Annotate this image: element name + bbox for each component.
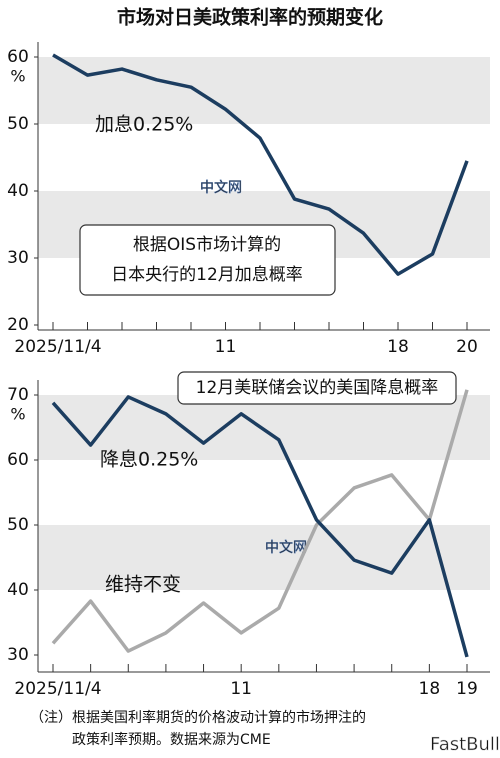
note: （注）根据美国利率期货的价格波动计算的市场押注的: [30, 709, 366, 726]
line: [52, 53, 469, 276]
y-tick-label: 40: [7, 181, 29, 201]
x-tick-label: 2025/11/4: [14, 679, 101, 699]
annotation-box: [177, 371, 457, 405]
band: [38, 525, 490, 590]
y-tick-label: 50: [7, 515, 29, 535]
unit-label: %: [10, 405, 25, 424]
x-tick-label: 2025/11/4: [14, 337, 101, 357]
annotation: 日本央行的12月加息概率: [111, 265, 303, 285]
watermark: 中文网: [200, 180, 242, 196]
y-tick-label: 20: [7, 315, 29, 335]
y-tick-label: 40: [7, 580, 29, 600]
watermark: FastBull: [430, 734, 500, 755]
annotation: 12月美联储会议的美国降息概率: [196, 378, 439, 398]
watermark: 中文网: [265, 540, 307, 556]
line: [51, 395, 469, 658]
y-tick-label: 30: [7, 645, 29, 665]
x-tick-label: 18: [387, 337, 409, 357]
series-label: 维持不变: [105, 574, 181, 596]
series-label: 降息0.25%: [100, 449, 198, 471]
line: [51, 389, 469, 653]
y-tick-label: 60: [7, 450, 29, 470]
chart-title: 市场对日美政策利率的预期变化: [117, 6, 383, 29]
x-tick-label: 19: [456, 679, 478, 699]
x-tick-label: 11: [215, 337, 237, 357]
series-label: 加息0.25%: [95, 114, 193, 136]
y-tick-label: 70: [7, 385, 29, 405]
note: 政策利率预期。数据来源为CME: [72, 731, 271, 748]
x-tick-label: 11: [230, 679, 252, 699]
y-tick-label: 30: [7, 248, 29, 268]
y-tick-label: 50: [7, 114, 29, 134]
band: [38, 57, 490, 124]
annotation-box: [79, 224, 336, 296]
annotation: 根据OIS市场计算的: [133, 235, 281, 255]
x-tick-label: 18: [419, 679, 441, 699]
y-tick-label: 60: [7, 47, 29, 67]
x-tick-label: 20: [456, 337, 478, 357]
unit-label: %: [10, 67, 25, 86]
